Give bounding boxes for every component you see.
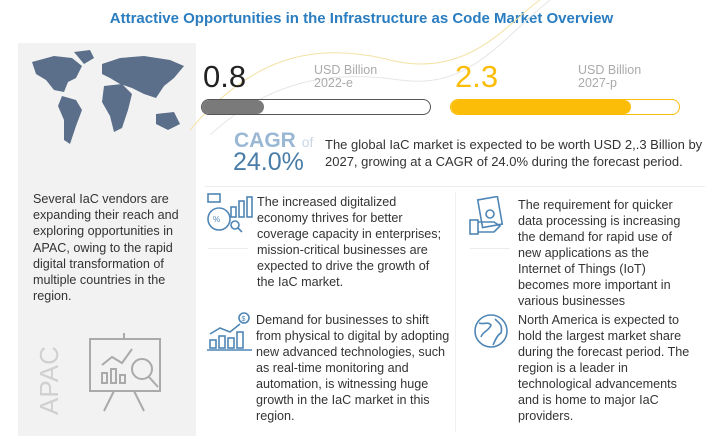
region-label: APAC xyxy=(34,346,64,415)
point-digital-economy: The increased digitalized economy thrives… xyxy=(257,195,442,289)
cagr-label: CAGR of xyxy=(234,129,314,152)
point-digital-shift: Demand for businesses to shift from physi… xyxy=(256,313,450,423)
apac-description: Several IaC vendors are expanding their r… xyxy=(33,192,179,304)
digital-economy-icon: % xyxy=(207,193,253,233)
value-2022: 0.8 xyxy=(203,59,247,94)
growth-chart-icon: $ xyxy=(207,312,252,351)
cagr-value: 24.0% xyxy=(233,148,304,176)
divider xyxy=(205,186,705,187)
unit-2022: USD Billion 2022-e xyxy=(314,63,378,90)
divider xyxy=(208,248,248,249)
value-2027: 2.3 xyxy=(455,59,499,94)
divider xyxy=(455,192,456,432)
left-panel: Several IaC vendors are expanding their r… xyxy=(18,43,196,436)
progress-bar-2027 xyxy=(450,99,680,115)
progress-fill-2022 xyxy=(202,100,264,114)
point-data-processing: The requirement for quicker data processi… xyxy=(518,198,681,308)
market-summary: The global IaC market is expected to be … xyxy=(325,137,703,169)
svg-text:%: % xyxy=(213,215,220,224)
money-hand-icon xyxy=(469,196,504,235)
divider xyxy=(470,248,510,249)
svg-text:$: $ xyxy=(242,316,246,323)
globe-icon xyxy=(474,314,508,348)
presentation-analytics-icon xyxy=(89,333,161,412)
progress-fill-2027 xyxy=(451,100,632,114)
unit-2027: USD Billion 2027-p xyxy=(578,63,642,90)
page-title: Attractive Opportunities in the Infrastr… xyxy=(109,10,614,27)
world-map-icon xyxy=(32,50,184,144)
point-north-america: North America is expected to hold the lar… xyxy=(518,313,690,423)
progress-bar-2022 xyxy=(201,99,431,115)
decorative-curves xyxy=(190,0,551,135)
